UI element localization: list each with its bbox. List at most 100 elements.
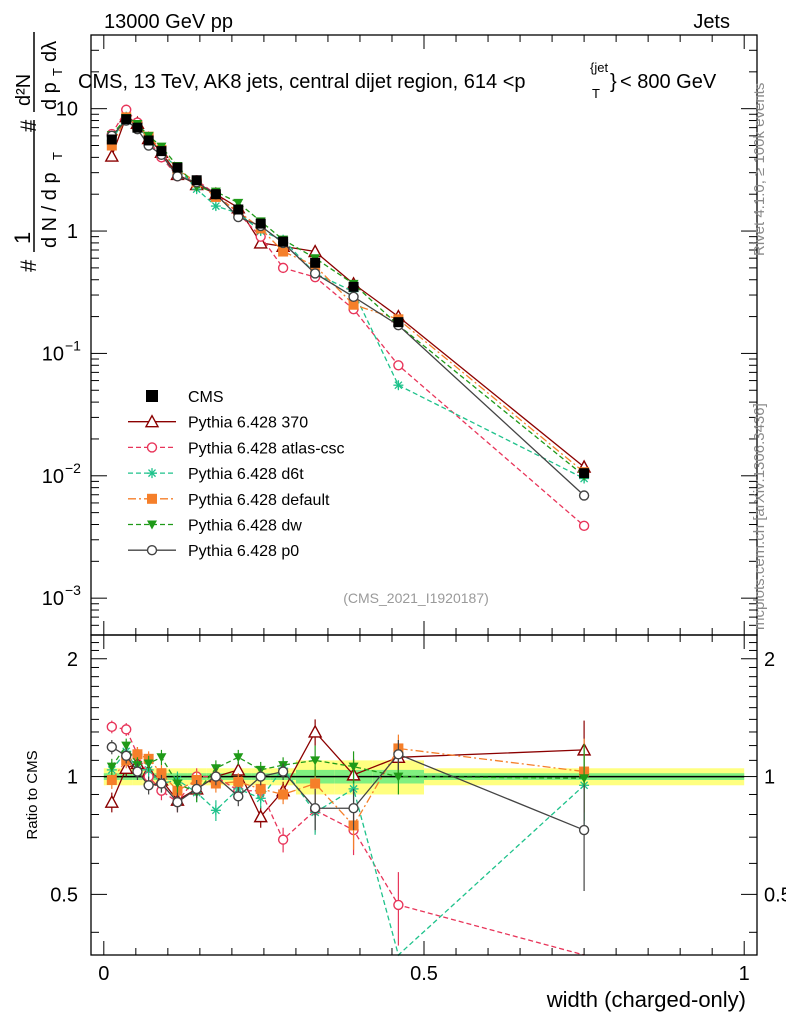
data-point <box>156 146 167 157</box>
ratio-point <box>277 766 289 777</box>
data-point <box>253 235 268 249</box>
data-point <box>277 262 289 274</box>
series-line-main <box>111 117 585 477</box>
svg-text:T: T <box>50 152 65 160</box>
svg-text:}: } <box>610 71 617 93</box>
data-point <box>578 490 590 501</box>
ratio-point <box>106 762 117 772</box>
ratio-y-tick-label: 2 <box>67 649 78 671</box>
data-point <box>143 135 154 146</box>
data-point <box>578 520 590 532</box>
series-line-main <box>111 108 585 527</box>
ratio-panel-frame <box>90 634 758 956</box>
series-cms <box>106 114 590 479</box>
legend-marker <box>147 520 157 530</box>
svg-text:dλ: dλ <box>39 41 61 62</box>
ratio-point <box>121 741 132 751</box>
x-axis-label: width (charged-only) <box>546 987 746 1012</box>
ratio-point <box>393 772 404 782</box>
data-series <box>104 104 592 957</box>
y-tick-label: 10 <box>42 343 64 365</box>
ratio-point <box>578 824 590 836</box>
ratio-point <box>106 774 117 785</box>
main-y-label: # 1 d N / d p T # d²N d p T dλ <box>10 32 65 272</box>
ratio-y-label: Ratio to CMS <box>24 750 41 839</box>
data-point <box>210 201 221 212</box>
analysis-tag: (CMS_2021_I1920187) <box>343 590 489 606</box>
ratio-point <box>278 789 289 800</box>
data-point <box>579 468 590 479</box>
data-point <box>106 134 117 145</box>
ratio-point <box>106 741 118 753</box>
svg-text:CMS, 13 TeV, AK8 jets, central: CMS, 13 TeV, AK8 jets, central dijet reg… <box>78 71 526 93</box>
legend-entry: Pythia 6.428 atlas-csc <box>128 440 345 457</box>
ratio-point <box>393 899 404 911</box>
ratio-point <box>233 776 244 787</box>
header-left: 13000 GeV pp <box>104 11 233 33</box>
ratio-point <box>233 791 244 802</box>
ratio-point <box>310 756 321 766</box>
ratio-point <box>277 834 289 845</box>
legend-label: Pythia 6.428 atlas-csc <box>188 440 345 457</box>
ratio-point <box>143 759 154 769</box>
legend-marker <box>147 493 157 504</box>
ratio-point <box>156 778 167 789</box>
y-tick-exponent: −1 <box>65 337 81 353</box>
ratio-point <box>191 783 202 795</box>
svg-text:T: T <box>50 68 65 76</box>
y-tick-label: 10 <box>56 99 78 121</box>
legend-entry: Pythia 6.428 370 <box>128 414 308 432</box>
y-tick-label: 1 <box>67 221 78 243</box>
data-point <box>278 236 289 247</box>
plot-title: CMS, 13 TeV, AK8 jets, central dijet reg… <box>78 60 717 101</box>
y-tick-label: 10 <box>42 588 64 610</box>
data-point <box>393 317 404 328</box>
legend-marker <box>147 468 157 479</box>
legend-label: Pythia 6.428 d6t <box>188 466 304 483</box>
data-point <box>106 140 117 151</box>
legend-marker <box>146 545 158 556</box>
ratio-point <box>132 749 143 760</box>
legend-marker <box>144 414 160 428</box>
ratio-point <box>172 797 183 808</box>
svg-text:#: # <box>16 119 41 132</box>
ratio-point <box>307 724 323 738</box>
data-point <box>393 380 404 391</box>
ratio-point <box>348 762 359 772</box>
svg-text:d N / d p: d N / d p <box>39 172 61 248</box>
ratio-point <box>255 771 266 782</box>
ratio-y-tick-label-right: 0.5 <box>764 884 786 906</box>
data-point <box>278 246 289 257</box>
series-pythia-6-428-370 <box>104 109 592 828</box>
x-tick-label: 0 <box>98 963 109 985</box>
data-point <box>310 257 321 268</box>
data-point <box>172 162 183 173</box>
y-tick-exponent: −2 <box>65 460 81 476</box>
ratio-y-tick-label: 0.5 <box>50 884 78 906</box>
ratio-point <box>255 783 266 794</box>
ratio-y-tick-label: 1 <box>67 767 78 789</box>
ratio-point <box>210 771 222 782</box>
ratio-point <box>156 753 167 763</box>
ratio-point <box>348 803 359 814</box>
ratio-point <box>310 778 321 789</box>
data-point <box>309 268 321 279</box>
data-point <box>233 198 244 208</box>
data-point <box>210 189 221 200</box>
legend-entry: Pythia 6.428 d6t <box>128 466 304 483</box>
legend-entry: Pythia 6.428 p0 <box>128 543 299 560</box>
ratio-point <box>233 753 244 763</box>
ratio-point <box>104 794 119 808</box>
ratio-y-tick-label-right: 1 <box>764 767 775 789</box>
legend: CMS Pythia 6.428 370 Pythia 6.428 atlas-cs… <box>128 389 345 560</box>
data-point <box>172 171 183 182</box>
ratio-point <box>156 768 167 779</box>
data-point <box>348 281 359 292</box>
series-pythia-6-428-d6t <box>106 111 590 957</box>
ratio-point <box>579 774 590 784</box>
ratio-point <box>210 805 221 816</box>
svg-text:d p: d p <box>39 82 61 110</box>
data-point <box>233 204 244 215</box>
